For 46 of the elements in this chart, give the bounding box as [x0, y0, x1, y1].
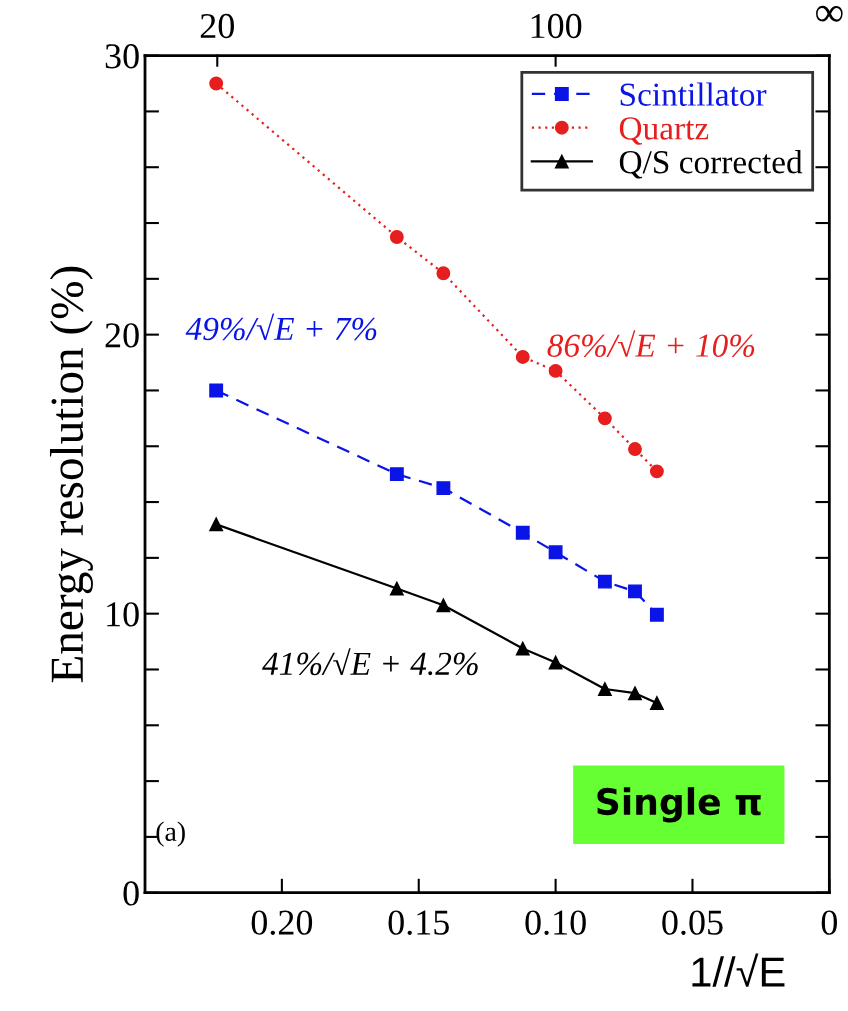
point — [515, 641, 530, 656]
x-axis-title: 1//√E — [692, 953, 785, 987]
y-tick-label: 20 — [105, 323, 139, 348]
point — [628, 442, 642, 456]
point — [389, 230, 404, 244]
point — [597, 411, 612, 426]
annotation: 86%/√E + 10% — [547, 330, 755, 358]
legend-label: Scintillator — [620, 82, 767, 106]
point — [597, 574, 612, 589]
legend-label: Q/S corrected — [619, 150, 803, 179]
y-axis-title: Energy resolution (%) — [49, 266, 93, 683]
point — [436, 598, 451, 613]
annotation: 49%/√E + 7% — [185, 313, 377, 341]
point — [515, 525, 530, 540]
point — [649, 464, 664, 479]
point — [389, 467, 404, 482]
text: ∞ — [816, 5, 843, 22]
y-tick-label: 30 — [105, 44, 139, 69]
x-tick-label: 0.15 — [388, 910, 449, 935]
annotation: 41%/√E + 4.2% — [262, 648, 478, 676]
point — [436, 481, 451, 496]
point — [649, 607, 664, 622]
x-tick-label: 0.10 — [525, 910, 586, 935]
y-tick-label: 0 — [123, 881, 139, 906]
point — [209, 383, 224, 398]
point — [548, 363, 563, 378]
point — [649, 696, 664, 710]
point — [628, 686, 642, 701]
x-tick-label: 0.20 — [251, 910, 313, 935]
point — [597, 682, 612, 696]
text: 100 — [531, 13, 582, 39]
point — [209, 517, 224, 532]
text: 20 — [200, 13, 234, 39]
x-tick-label: 0.05 — [662, 910, 723, 935]
annotation: Single π — [597, 787, 761, 823]
legend-label: Quartz — [619, 117, 709, 145]
annotation: (a) — [156, 821, 185, 847]
point — [209, 76, 224, 91]
point — [548, 655, 563, 670]
point — [548, 545, 563, 560]
y-tick-label: 10 — [107, 602, 139, 627]
x-tick-label: 0 — [821, 910, 837, 935]
point — [628, 584, 642, 599]
point — [436, 266, 451, 281]
point — [515, 350, 530, 364]
point — [389, 581, 404, 596]
